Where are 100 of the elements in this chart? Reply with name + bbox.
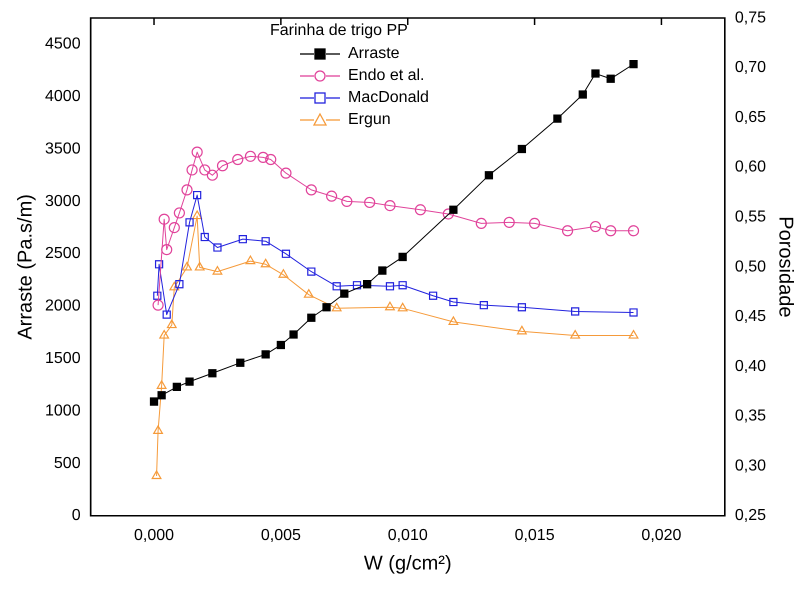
legend-label: Endo et al. xyxy=(348,67,424,85)
point xyxy=(629,308,638,317)
y-tick-label: 1000 xyxy=(45,402,81,420)
x-tick-label: 0,020 xyxy=(641,526,682,544)
y-tick-label: 4500 xyxy=(45,36,81,53)
point xyxy=(213,243,222,252)
y2-axis-title: Porosidade xyxy=(774,216,796,318)
point xyxy=(216,160,228,172)
y-tick-label: 2000 xyxy=(45,298,81,315)
point xyxy=(154,260,164,268)
point xyxy=(484,171,494,180)
point xyxy=(590,220,602,232)
y-tick-label: 3000 xyxy=(45,192,81,210)
point xyxy=(153,292,162,300)
y-tick-label: 4000 xyxy=(45,88,81,106)
point xyxy=(449,206,458,214)
point xyxy=(258,152,269,163)
point xyxy=(276,340,286,350)
point xyxy=(199,164,210,176)
y2-tick-label: 0,60 xyxy=(734,158,766,176)
point xyxy=(208,369,217,378)
point xyxy=(304,289,314,298)
point xyxy=(157,391,166,400)
point xyxy=(414,204,426,216)
point xyxy=(282,250,290,258)
point xyxy=(442,208,454,220)
point xyxy=(278,269,288,278)
point xyxy=(628,225,640,236)
point xyxy=(182,262,192,271)
point xyxy=(306,184,317,196)
y2-tick-label: 0,75 xyxy=(734,9,766,26)
point xyxy=(629,60,638,68)
legend-title: Farinha de trigo PP xyxy=(270,22,409,40)
point xyxy=(428,292,438,300)
point xyxy=(398,281,407,290)
point xyxy=(386,282,394,290)
point xyxy=(185,378,194,386)
x-tick-label: 0,015 xyxy=(514,526,555,544)
point xyxy=(152,470,162,480)
y-tick-label: 2500 xyxy=(45,245,81,262)
point xyxy=(340,289,348,298)
point xyxy=(332,282,341,290)
point xyxy=(385,302,395,310)
point xyxy=(238,234,247,244)
legend-label: Arraste xyxy=(348,45,400,63)
y-tick-label: 0 xyxy=(72,507,81,524)
point xyxy=(307,314,316,322)
point xyxy=(322,303,331,312)
point xyxy=(161,244,172,256)
x-axis-title: W (g/cm²) xyxy=(364,552,452,575)
point xyxy=(206,170,218,181)
point xyxy=(156,380,167,389)
point xyxy=(192,146,203,158)
y-axis-title: Arraste (Pa.s/m) xyxy=(14,194,37,340)
point xyxy=(562,225,574,236)
point xyxy=(236,358,244,367)
point xyxy=(174,207,185,219)
point xyxy=(200,232,209,242)
point xyxy=(384,200,396,212)
x-tick-label: 0,005 xyxy=(260,526,301,544)
point xyxy=(153,425,164,434)
point xyxy=(570,330,580,339)
point xyxy=(448,316,458,326)
point xyxy=(193,190,202,200)
y2-tick-label: 0,35 xyxy=(734,408,766,425)
point xyxy=(168,222,180,234)
y2-tick-label: 0,40 xyxy=(734,358,766,375)
point xyxy=(628,330,638,339)
point xyxy=(159,330,170,339)
y2-tick-label: 0,25 xyxy=(734,507,766,524)
point xyxy=(280,168,292,179)
point xyxy=(504,216,515,228)
legend-label: Ergun xyxy=(348,111,391,129)
y-tick-label: 3500 xyxy=(45,140,81,158)
y2-tick-label: 0,30 xyxy=(734,457,766,474)
point xyxy=(341,196,352,207)
point xyxy=(528,218,540,230)
point xyxy=(332,302,342,312)
point xyxy=(398,252,407,262)
point xyxy=(150,397,158,406)
point xyxy=(480,301,488,310)
point xyxy=(516,326,527,334)
point xyxy=(192,210,202,220)
point xyxy=(289,330,298,339)
point xyxy=(591,69,600,78)
point xyxy=(606,74,615,83)
point xyxy=(158,214,170,225)
y2-tick-label: 0,70 xyxy=(734,59,766,76)
point xyxy=(246,256,256,264)
point xyxy=(398,302,408,312)
point xyxy=(162,310,171,319)
point xyxy=(181,184,193,196)
y2-tick-label: 0,65 xyxy=(734,108,766,126)
point xyxy=(518,144,526,154)
point xyxy=(363,280,372,288)
point xyxy=(166,319,177,328)
point xyxy=(265,154,276,166)
point xyxy=(307,267,316,276)
point xyxy=(605,225,616,236)
point xyxy=(326,190,338,202)
